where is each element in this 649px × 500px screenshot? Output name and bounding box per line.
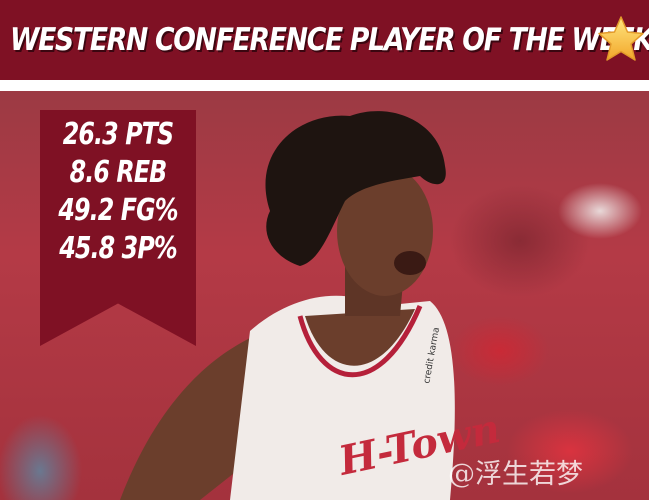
stat-rebounds: 8.6 REB	[69, 155, 168, 190]
stat-three-point-pct: 45.8 3P%	[59, 231, 177, 266]
jersey-collar	[297, 305, 423, 378]
stats-list: 26.3 PTS 8.6 REB 49.2 FG% 45.8 3P%	[40, 116, 196, 268]
stat-points: 26.3 PTS	[62, 117, 174, 152]
player-mouth	[394, 251, 426, 275]
player-chest	[305, 309, 415, 366]
player-hair	[265, 111, 446, 266]
watermark: @浮生若梦	[448, 459, 583, 490]
divider-strip	[0, 80, 649, 91]
stat-field-goal-pct: 49.2 FG%	[58, 193, 178, 228]
player-photo: H-Town credit karma	[0, 91, 649, 500]
page-title: WESTERN CONFERENCE PLAYER OF THE WEEK	[10, 22, 649, 58]
star-icon	[598, 16, 644, 61]
player-illustration: H-Town credit karma	[120, 111, 504, 500]
title-banner: WESTERN CONFERENCE PLAYER OF THE WEEK	[0, 0, 649, 80]
